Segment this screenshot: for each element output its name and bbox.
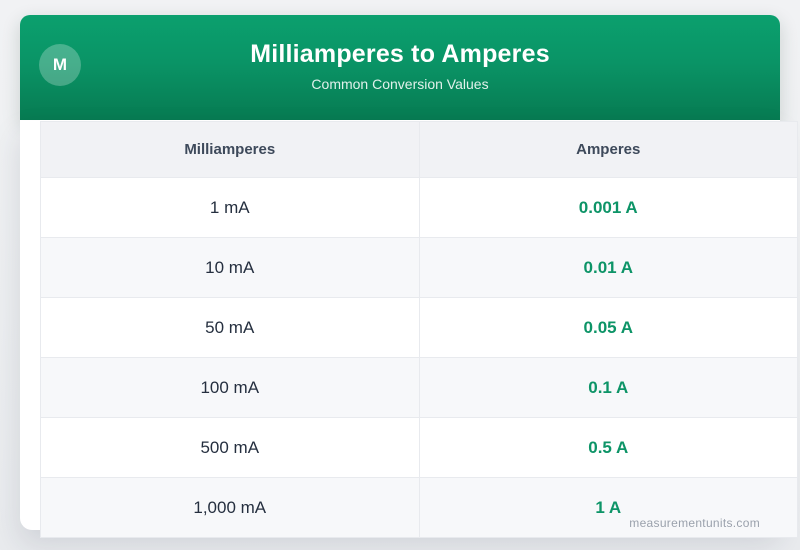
table-row: 50 mA 0.05 A — [40, 297, 798, 358]
table-row: 10 mA 0.01 A — [40, 237, 798, 298]
milliamperes-value: 1,000 mA — [40, 477, 420, 538]
table-row: 1 mA 0.001 A — [40, 177, 798, 238]
page-title: Milliamperes to Amperes — [250, 40, 550, 68]
milliamperes-value: 500 mA — [40, 417, 420, 478]
column-header-milliamperes: Milliamperes — [40, 121, 420, 178]
column-header-amperes: Amperes — [418, 121, 798, 178]
table-header-row: Milliamperes Amperes — [40, 121, 798, 178]
amperes-value: 0.01 A — [418, 237, 798, 298]
table-row: 1,000 mA 1 A — [40, 477, 798, 538]
milliamperes-value: 1 mA — [40, 177, 420, 238]
watermark: measurementunits.com — [629, 516, 760, 530]
table-row: 100 mA 0.1 A — [40, 357, 798, 418]
amperes-value: 0.5 A — [418, 417, 798, 478]
milliamperes-value: 10 mA — [40, 237, 420, 298]
logo-avatar: M — [39, 44, 81, 86]
logo-letter: M — [52, 55, 68, 74]
header-card: M Milliamperes to Amperes Common Convers… — [20, 15, 780, 120]
conversion-table: Milliamperes Amperes 1 mA 0.001 A 10 mA … — [40, 121, 798, 538]
amperes-value: 0.05 A — [418, 297, 798, 358]
milliamperes-value: 50 mA — [40, 297, 420, 358]
amperes-value: 0.1 A — [418, 357, 798, 418]
amperes-value: 1 A — [418, 477, 798, 538]
table-row: 500 mA 0.5 A — [40, 417, 798, 478]
milliamperes-value: 100 mA — [40, 357, 420, 418]
amperes-value: 0.001 A — [418, 177, 798, 238]
page-subtitle: Common Conversion Values — [311, 76, 489, 92]
